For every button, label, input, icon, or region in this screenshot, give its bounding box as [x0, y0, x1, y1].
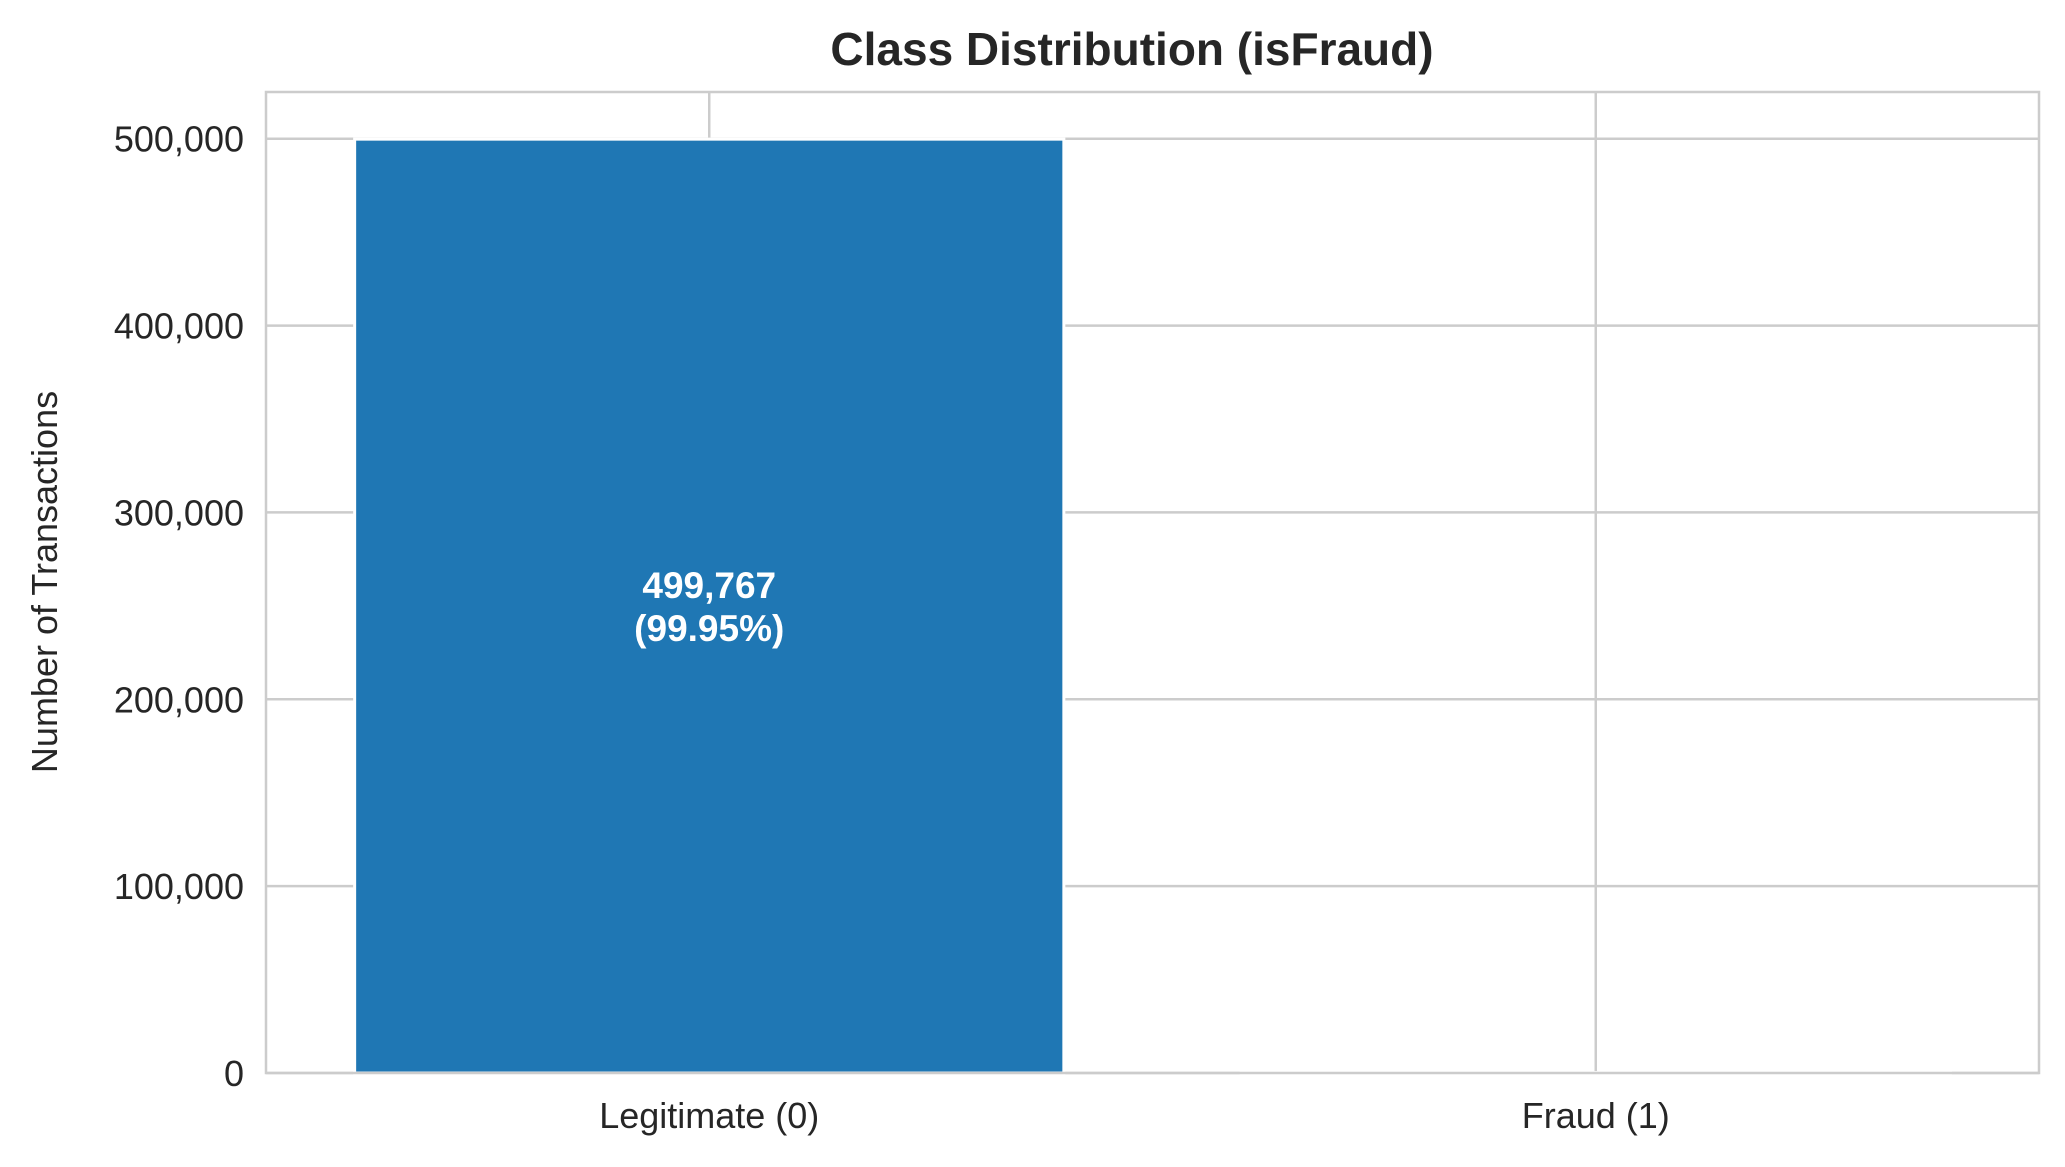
y-tick-label: 100,000 — [114, 866, 244, 907]
x-tick-label: Legitimate (0) — [599, 1095, 819, 1136]
chart-title: Class Distribution (isFraud) — [830, 23, 1433, 75]
bar — [353, 137, 1066, 1075]
plot-frame — [264, 90, 2041, 1075]
y-tick-label: 500,000 — [114, 119, 244, 160]
x-tick-label: Fraud (1) — [1522, 1095, 1670, 1136]
x-tick-labels: Legitimate (0) Fraud (1) — [599, 1095, 1670, 1136]
bar-data-labels: 499,767(99.95%) — [634, 565, 784, 649]
y-tick-label: 0 — [224, 1053, 244, 1094]
bars — [353, 137, 1952, 1075]
bar-percent-label: (99.95%) — [634, 608, 784, 649]
y-tick-label: 400,000 — [114, 306, 244, 347]
bar-value-label: 499,767 — [642, 565, 776, 606]
y-axis-label: Number of Transactions — [24, 391, 65, 773]
y-tick-label: 200,000 — [114, 679, 244, 720]
y-tick-labels: 0 100,000 200,000 300,000 400,000 500,000 — [114, 119, 244, 1094]
y-tick-label: 300,000 — [114, 492, 244, 533]
